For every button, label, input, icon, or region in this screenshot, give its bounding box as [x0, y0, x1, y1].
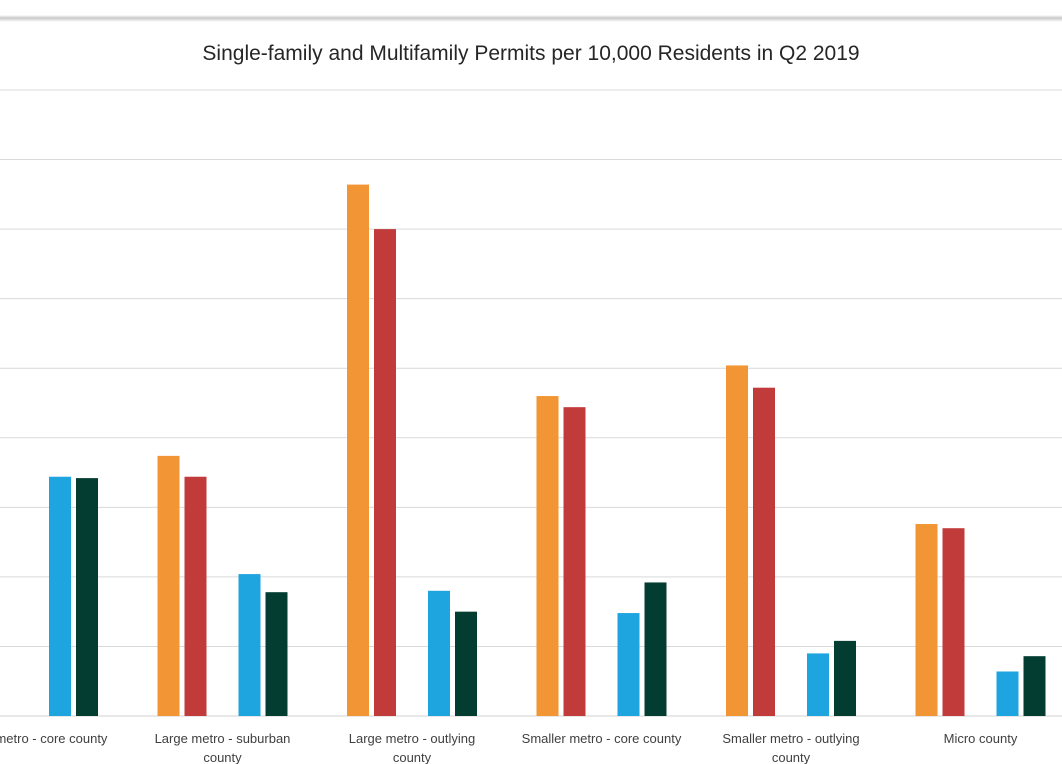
- bar-4-5: [834, 640, 856, 716]
- bar-1-5: [726, 365, 748, 716]
- bar-3-1: [49, 476, 71, 716]
- bar-1-2: [157, 455, 180, 716]
- bar-2-4: [563, 407, 586, 716]
- bar-2-6: [942, 528, 965, 716]
- bar-3-5: [807, 653, 829, 716]
- category-label: Large metro - suburban county: [155, 731, 291, 764]
- bar-2-5: [753, 387, 775, 716]
- category-label: Large metro - outlying county: [349, 731, 475, 764]
- bars: [49, 184, 1046, 716]
- chart-title: Single-family and Multifamily Permits pe…: [202, 42, 860, 65]
- category-label: Smaller metro - outlying county: [722, 731, 859, 764]
- category-label: Smaller metro - core county: [522, 731, 682, 746]
- bar-3-6: [996, 671, 1019, 716]
- bar-1-3: [347, 184, 369, 716]
- bar-1-4: [536, 396, 559, 716]
- bar-4-4: [644, 582, 667, 716]
- bar-4-3: [455, 611, 477, 716]
- bar-4-1: [76, 478, 98, 716]
- bar-3-2: [238, 574, 261, 716]
- bar-2-3: [374, 229, 396, 716]
- category-labels: Large metro - core county Large metro - s…: [0, 731, 1018, 764]
- bar-1-6: [915, 524, 938, 716]
- bar-3-3: [428, 590, 450, 716]
- category-label: Large metro - core county: [0, 731, 108, 746]
- chart-frame-border: [0, 0, 1062, 22]
- category-label: Micro county: [944, 731, 1018, 746]
- bar-2-2: [184, 476, 207, 716]
- bar-4-6: [1023, 656, 1046, 716]
- bar-4-2: [265, 592, 288, 716]
- bar-3-4: [617, 613, 640, 716]
